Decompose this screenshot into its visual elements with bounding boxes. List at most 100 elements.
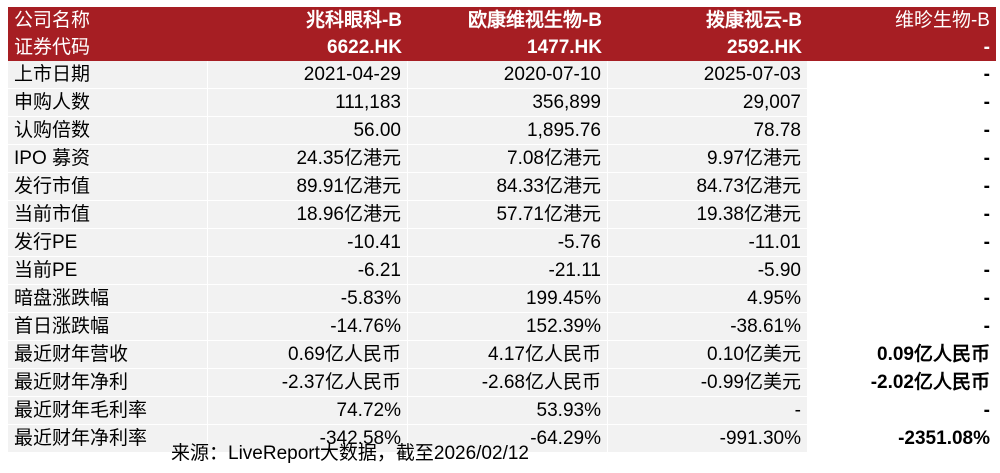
table-row: 最近财年毛利率 74.72% 53.93% - - xyxy=(8,397,996,425)
header-code-4: - xyxy=(808,34,996,61)
row-label: 暗盘涨跌幅 xyxy=(8,285,208,313)
ipo-comparison-table: 公司名称 兆科眼科-B 欧康维视生物-B 拨康视云-B 维昣生物-B 证券代码 … xyxy=(8,7,996,453)
table-row: 最近财年营收 0.69亿人民币 4.17亿人民币 0.10亿美元 0.09亿人民币 xyxy=(8,341,996,369)
cell-company-1: -2.37亿人民币 xyxy=(208,369,408,397)
header-company-3: 拨康视云-B xyxy=(608,7,808,34)
row-label: 上市日期 xyxy=(8,61,208,89)
cell-company-2: 356,899 xyxy=(408,89,608,117)
table-row: 认购倍数 56.00 1,895.76 78.78- xyxy=(8,117,996,145)
cell-company-2: -64.29% xyxy=(408,425,608,453)
header-label-code: 证券代码 xyxy=(8,34,208,61)
cell-company-4: - xyxy=(808,257,996,285)
cell-company-4: - xyxy=(808,313,996,341)
cell-company-2: 7.08亿港元 xyxy=(408,145,608,173)
cell-company-3: 9.97亿港元 xyxy=(608,145,808,173)
row-label: 最近财年毛利率 xyxy=(8,397,208,425)
row-label: 最近财年营收 xyxy=(8,341,208,369)
table-row: 申购人数 111,183 356,899 29,007- xyxy=(8,89,996,117)
cell-company-4: - xyxy=(808,201,996,229)
cell-company-2: -2.68亿人民币 xyxy=(408,369,608,397)
table-body: 上市日期 2021-04-29 2020-07-10 2025-07-03- 申购人数 1… xyxy=(8,61,996,453)
cell-company-1: -10.41 xyxy=(208,229,408,257)
cell-company-3: 4.95% xyxy=(608,285,808,313)
row-label: 首日涨跌幅 xyxy=(8,313,208,341)
header-company-2: 欧康维视生物-B xyxy=(408,7,608,34)
table-row: 发行市值 89.91亿港元 84.33亿港元 84.73亿港元 - xyxy=(8,173,996,201)
source-note: 来源：LiveReport大数据，截至2026/02/12 xyxy=(171,443,529,464)
cell-company-1: -5.83% xyxy=(208,285,408,313)
cell-company-1: 24.35亿港元 xyxy=(208,145,408,173)
cell-company-1: -14.76% xyxy=(208,313,408,341)
header-code-1: 6622.HK xyxy=(208,34,408,61)
table-row: 上市日期 2021-04-29 2020-07-10 2025-07-03- xyxy=(8,61,996,89)
cell-company-1: 111,183 xyxy=(208,89,408,117)
cell-company-4: 0.09亿人民币 xyxy=(808,341,996,369)
cell-company-3: 84.73亿港元 xyxy=(608,173,808,201)
row-label: 当前PE xyxy=(8,257,208,285)
header-code-3: 2592.HK xyxy=(608,34,808,61)
header-label-company: 公司名称 xyxy=(8,7,208,34)
row-label: 最近财年净利 xyxy=(8,369,208,397)
table-row: 当前市值 18.96亿港元 57.71亿港元 19.38亿港元 - xyxy=(8,201,996,229)
cell-company-1: 74.72% xyxy=(208,397,408,425)
cell-company-4: - xyxy=(808,397,996,425)
cell-company-2: 2020-07-10 xyxy=(408,61,608,89)
row-label: 申购人数 xyxy=(8,89,208,117)
cell-company-2: -5.76 xyxy=(408,229,608,257)
table-row: 当前PE -6.21 -21.11 -5.90- xyxy=(8,257,996,285)
cell-company-3: -0.99亿美元 xyxy=(608,369,808,397)
cell-company-3: - xyxy=(608,397,808,425)
cell-company-4: - xyxy=(808,285,996,313)
table-row: 最近财年净利 -2.37亿人民币 -2.68亿人民币 -0.99亿美元 -2.02亿人民… xyxy=(8,369,996,397)
header-company-1: 兆科眼科-B xyxy=(208,7,408,34)
cell-company-3: -5.90 xyxy=(608,257,808,285)
cell-company-3: 78.78 xyxy=(608,117,808,145)
cell-company-3: -11.01 xyxy=(608,229,808,257)
cell-company-1: 0.69亿人民币 xyxy=(208,341,408,369)
header-code-2: 1477.HK xyxy=(408,34,608,61)
cell-company-3: 29,007 xyxy=(608,89,808,117)
cell-company-4: - xyxy=(808,117,996,145)
cell-company-3: 19.38亿港元 xyxy=(608,201,808,229)
cell-company-2: 84.33亿港元 xyxy=(408,173,608,201)
table-row: 首日涨跌幅 -14.76% 152.39% -38.61% - xyxy=(8,313,996,341)
row-label: 发行PE xyxy=(8,229,208,257)
header-row-code: 证券代码 6622.HK 1477.HK 2592.HK - xyxy=(8,34,996,61)
cell-company-1: -6.21 xyxy=(208,257,408,285)
cell-company-2: 199.45% xyxy=(408,285,608,313)
row-label: IPO 募资 xyxy=(8,145,208,173)
table-row: IPO 募资 24.35亿港元 7.08亿港元 9.97亿港元 - xyxy=(8,145,996,173)
cell-company-3: -38.61% xyxy=(608,313,808,341)
cell-company-4: -2351.08% xyxy=(808,425,996,453)
header-row-company: 公司名称 兆科眼科-B 欧康维视生物-B 拨康视云-B 维昣生物-B xyxy=(8,7,996,34)
table-row: 最近财年净利率 -342.58% -64.29% -991.30% -2351.08% xyxy=(8,425,996,453)
header-company-4: 维昣生物-B xyxy=(808,7,996,34)
cell-company-4: - xyxy=(808,61,996,89)
cell-company-1: 18.96亿港元 xyxy=(208,201,408,229)
cell-company-2: 53.93% xyxy=(408,397,608,425)
cell-company-2: -21.11 xyxy=(408,257,608,285)
cell-company-1: 2021-04-29 xyxy=(208,61,408,89)
cell-company-4: - xyxy=(808,145,996,173)
cell-company-1: 89.91亿港元 xyxy=(208,173,408,201)
table-row: 发行PE -10.41 -5.76 -11.01- xyxy=(8,229,996,257)
cell-company-2: 152.39% xyxy=(408,313,608,341)
cell-company-2: 57.71亿港元 xyxy=(408,201,608,229)
table-row: 暗盘涨跌幅 -5.83% 199.45% 4.95% - xyxy=(8,285,996,313)
cell-company-3: 0.10亿美元 xyxy=(608,341,808,369)
cell-company-4: -2.02亿人民币 xyxy=(808,369,996,397)
cell-company-4: - xyxy=(808,229,996,257)
cell-company-2: 1,895.76 xyxy=(408,117,608,145)
cell-company-4: - xyxy=(808,89,996,117)
cell-company-3: 2025-07-03 xyxy=(608,61,808,89)
table-header: 公司名称 兆科眼科-B 欧康维视生物-B 拨康视云-B 维昣生物-B 证券代码 … xyxy=(8,7,996,61)
cell-company-2: 4.17亿人民币 xyxy=(408,341,608,369)
row-label: 发行市值 xyxy=(8,173,208,201)
row-label: 当前市值 xyxy=(8,201,208,229)
cell-company-3: -991.30% xyxy=(608,425,808,453)
cell-company-4: - xyxy=(808,173,996,201)
row-label: 认购倍数 xyxy=(8,117,208,145)
cell-company-1: -342.58% xyxy=(208,425,408,453)
cell-company-1: 56.00 xyxy=(208,117,408,145)
row-label: 最近财年净利率 xyxy=(8,425,208,453)
